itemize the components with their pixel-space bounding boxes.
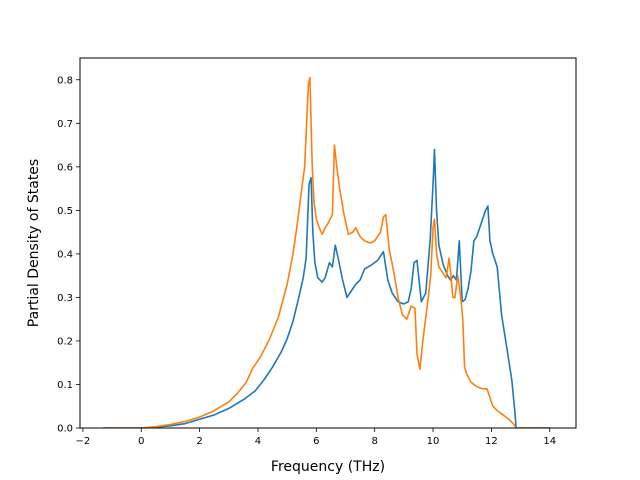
y-axis-label: Partial Density of States <box>26 159 42 327</box>
x-tick-label: 8 <box>371 436 377 447</box>
x-tick-label: 0 <box>138 436 144 447</box>
series-line-2 <box>103 76 550 428</box>
x-tick-label: 6 <box>313 436 319 447</box>
x-tick-label: 12 <box>485 436 498 447</box>
x-tick-label: 14 <box>543 436 556 447</box>
y-tick-label: 0.6 <box>57 162 73 173</box>
y-tick-label: 0.1 <box>57 380 73 391</box>
y-tick-label: 0.3 <box>57 293 73 304</box>
y-tick-label: 0.7 <box>57 119 73 130</box>
x-axis-label: Frequency (THz) <box>271 459 385 475</box>
y-tick-label: 0.4 <box>57 249 73 260</box>
x-axis: −2 0 2 4 6 8 10 12 14 <box>76 428 556 447</box>
x-tick-label: 10 <box>427 436 440 447</box>
y-axis: 0.0 0.1 0.2 0.3 0.4 0.5 0.6 0.7 0.8 <box>57 75 80 435</box>
series-layer <box>103 76 550 428</box>
plot-frame <box>79 57 577 429</box>
x-tick-label: 2 <box>196 436 202 447</box>
x-tick-label: 4 <box>255 436 261 447</box>
series-line-1 <box>103 148 550 428</box>
y-tick-label: 0.5 <box>57 206 73 217</box>
y-tick-label: 0.2 <box>57 336 73 347</box>
y-tick-label: 0.0 <box>57 424 73 435</box>
y-tick-label: 0.8 <box>57 75 73 86</box>
x-tick-label: −2 <box>76 436 91 447</box>
